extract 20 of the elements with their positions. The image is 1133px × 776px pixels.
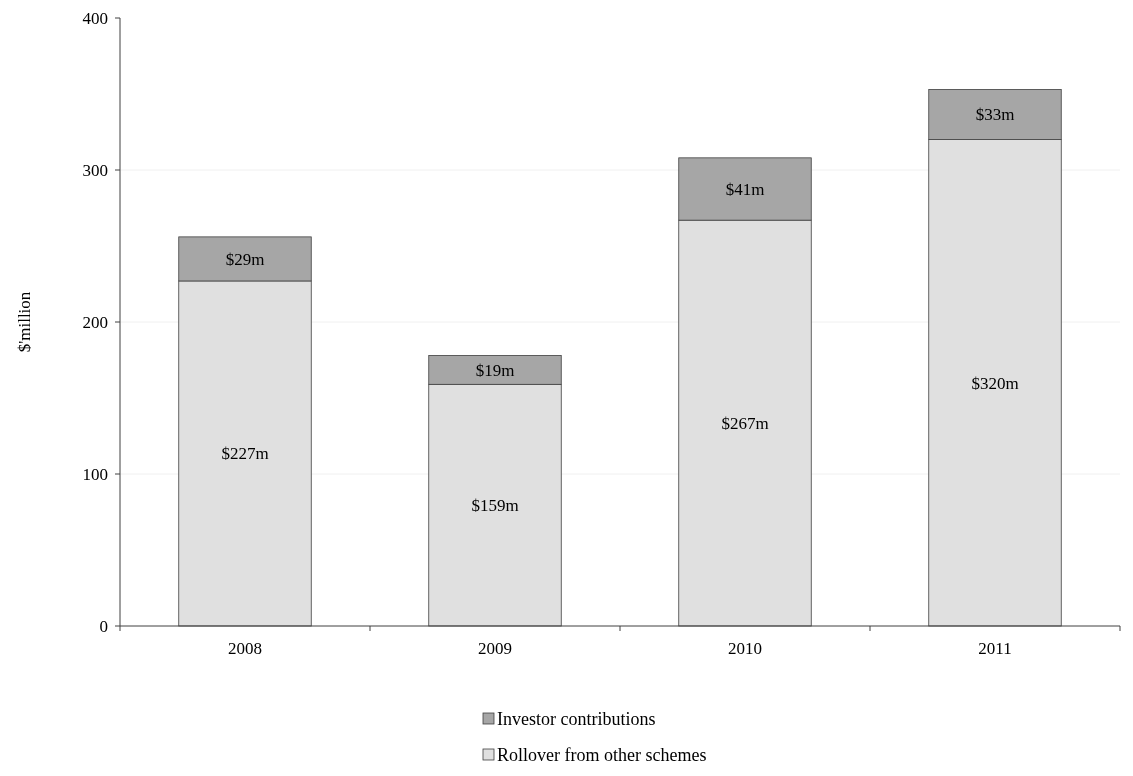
- y-tick-label: 0: [99, 616, 108, 636]
- x-tick-label: 2009: [478, 639, 512, 658]
- y-axis-title: $'million: [15, 291, 34, 353]
- legend-label: Investor contributions: [497, 709, 656, 730]
- data-label: $267m: [721, 414, 769, 434]
- data-label: $19m: [475, 360, 515, 380]
- data-label: $320m: [971, 373, 1019, 393]
- y-tick-label: 100: [82, 464, 108, 484]
- data-label: $29m: [225, 249, 265, 269]
- x-tick-label: 2008: [228, 639, 262, 658]
- y-tick-label: 400: [82, 8, 108, 28]
- data-label: $33m: [975, 105, 1015, 125]
- x-tick-label: 2010: [728, 639, 762, 658]
- data-label: $159m: [471, 496, 519, 516]
- y-tick-label: 200: [82, 312, 108, 332]
- data-label: $41m: [725, 179, 765, 199]
- legend-label: Rollover from other schemes: [497, 745, 707, 766]
- data-label: $227m: [221, 444, 269, 464]
- x-tick-label: 2011: [978, 639, 1012, 658]
- y-tick-label: 300: [82, 160, 108, 180]
